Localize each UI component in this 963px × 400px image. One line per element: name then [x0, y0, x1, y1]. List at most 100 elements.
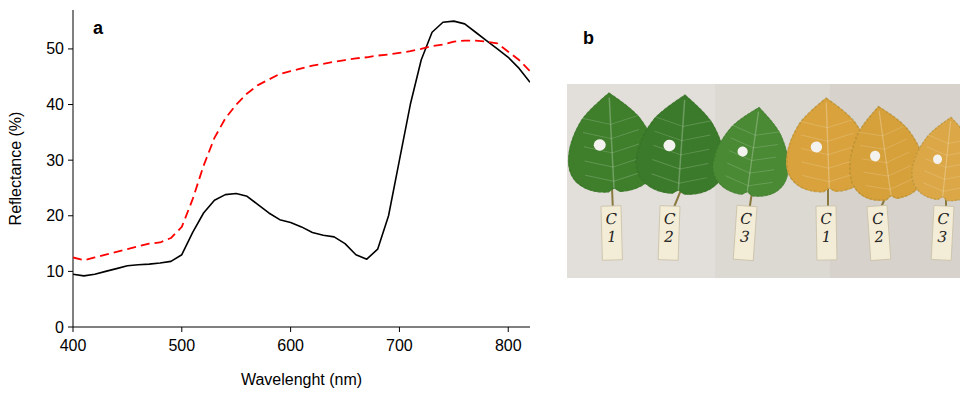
leaf-vein [611, 130, 639, 139]
x-tick-label: 400 [60, 337, 87, 354]
tag-paper [658, 206, 680, 261]
y-tick-label: 50 [46, 40, 64, 57]
tag-label: C2 [872, 210, 887, 247]
x-tick [181, 327, 182, 332]
leaf-vein [582, 117, 610, 126]
x-axis-line [73, 327, 530, 328]
tag-char: 1 [607, 228, 617, 246]
leaf-hole [811, 141, 823, 152]
y-tick [68, 160, 73, 161]
series-line [73, 41, 530, 261]
axes: 01020304050400500600700800 [46, 10, 530, 354]
y-tick [68, 215, 73, 216]
leaf-vein [583, 131, 611, 140]
leaf-vein [753, 141, 778, 151]
x-axis-title: Wavelenght (nm) [241, 371, 362, 388]
leaf-vein [943, 185, 960, 194]
leaf [841, 101, 928, 204]
leaf-vein [885, 152, 910, 162]
plot-area [73, 21, 530, 276]
leaf-vein [827, 120, 854, 128]
leaf-specimen: C3 [710, 102, 796, 260]
leaf-vein [683, 119, 711, 129]
leaf-vein [680, 161, 708, 171]
leaf-midrib [943, 121, 951, 197]
leaf-vein [800, 121, 827, 129]
tag-label: C2 [663, 210, 676, 246]
x-tick-label: 700 [386, 337, 413, 354]
leaf [710, 102, 796, 200]
leaf-vein [922, 183, 944, 192]
leaf-vein [681, 147, 709, 157]
tag: C2 [867, 205, 891, 260]
leaf-hole [933, 154, 943, 164]
leaf-vein [752, 154, 777, 164]
leaf-midrib [879, 111, 891, 196]
panel-letter: b [583, 28, 594, 48]
y-tick [68, 327, 73, 328]
y-tick-label: 40 [46, 96, 64, 113]
leaf-vein [585, 174, 613, 183]
leaf-vein [732, 125, 757, 135]
tag-paper [816, 206, 837, 260]
leaf-vein [883, 139, 908, 149]
tag: C2 [658, 206, 680, 261]
leaf-vein [750, 166, 775, 176]
leaf-vein [748, 179, 773, 189]
leaf-vein [612, 144, 640, 153]
leaf-vein [882, 125, 907, 135]
tag-char: 2 [663, 228, 674, 246]
y-tick [68, 48, 73, 49]
y-tick [68, 104, 73, 105]
leaf-blade [634, 92, 729, 197]
leaf-vein [828, 147, 855, 155]
figure: 01020304050400500600700800Wavelenght (nm… [0, 0, 963, 400]
tag: C1 [601, 206, 622, 261]
tag-char: C [605, 210, 617, 228]
x-tick-label: 600 [277, 337, 304, 354]
panel-letter: a [93, 18, 104, 38]
leaf-vein [652, 160, 680, 170]
tag-char: C [663, 210, 676, 228]
x-tick [73, 327, 74, 332]
y-tick-label: 10 [46, 263, 64, 280]
tag-char: 3 [937, 228, 947, 246]
tag-paper [601, 206, 622, 261]
tag-char: 1 [822, 228, 832, 246]
leaf-midrib [609, 98, 614, 188]
photo: C1C2C3C1C2C3 [567, 84, 960, 278]
tag-char: C [820, 210, 832, 228]
leaf-vein [947, 149, 960, 158]
tag-char: C [937, 210, 950, 229]
leaf-vein [655, 117, 683, 127]
leaf-vein [801, 134, 828, 142]
tag-char: C [872, 210, 885, 229]
leaf-blade [841, 101, 928, 204]
leaf-vein [654, 131, 682, 141]
y-tick-label: 20 [46, 207, 64, 224]
leaf-hole [663, 139, 676, 151]
leaf-vein [610, 115, 638, 124]
leaf-vein [946, 161, 960, 170]
leaf-vein [948, 137, 960, 146]
leaf-vein [726, 163, 751, 173]
leaf-vein [864, 169, 889, 179]
tag-paper [931, 205, 954, 260]
leaf-vein [866, 182, 891, 192]
leaf-midrib [678, 100, 684, 190]
leaf-vein [924, 171, 946, 180]
leaf-vein [651, 174, 679, 184]
leaf-vein [613, 172, 641, 181]
leaf-vein [585, 159, 613, 168]
leaf-vein [682, 133, 710, 143]
leaf-vein [889, 179, 914, 189]
leaf-vein [755, 129, 780, 139]
y-axis-title: Reflectance (%) [7, 112, 24, 226]
leaf-vein [858, 129, 883, 139]
leaf-hole [593, 139, 606, 151]
y-tick-label: 30 [46, 152, 64, 169]
tag-label: C3 [936, 210, 950, 247]
tag-char: C [740, 210, 753, 229]
leaf-blade [710, 102, 796, 200]
leaf-vein [926, 147, 948, 156]
